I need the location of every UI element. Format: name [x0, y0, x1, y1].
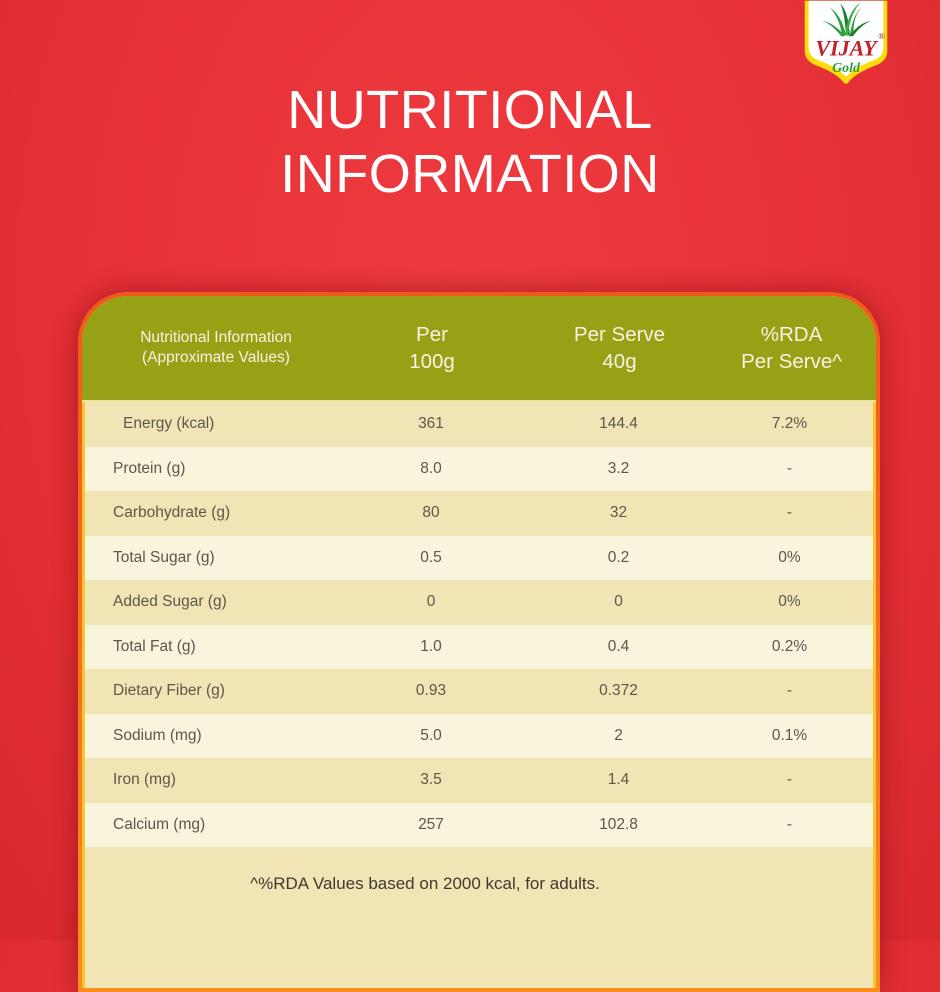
row-rda: - — [786, 815, 793, 833]
row-rda: 0.1% — [771, 726, 808, 744]
brand-shield-icon: VIJAY ® Gold — [804, 0, 888, 84]
header-col-per-serve-line2: 40g — [602, 350, 637, 373]
row-label: Total Fat (g) — [113, 637, 196, 655]
row-per-100g: 1.0 — [420, 637, 442, 655]
row-per-serve: 102.8 — [599, 815, 638, 833]
table-body: Energy (kcal) 361 144.4 7.2% Protein (g)… — [82, 402, 876, 847]
header-col-per-100g: Per 100g — [332, 321, 532, 375]
row-label: Total Sugar (g) — [113, 548, 215, 566]
header-col-info-line2: (Approximate Values) — [142, 349, 290, 366]
row-label: Protein (g) — [113, 459, 186, 477]
row-label: Iron (mg) — [113, 771, 176, 789]
row-per-serve: 0.2 — [607, 548, 630, 566]
row-per-100g: 257 — [418, 815, 444, 833]
row-label: Sodium (mg) — [113, 726, 202, 744]
table-footnote: ^%RDA Values based on 2000 kcal, for adu… — [82, 847, 876, 988]
header-col-rda: %RDA Per Serve^ — [707, 321, 876, 375]
grass-icon — [822, 2, 871, 37]
page-title-line2: INFORMATION — [280, 144, 660, 204]
table-row: Protein (g) 8.0 3.2 - — [85, 446, 873, 491]
header-col-per-100g-line2: 100g — [409, 350, 455, 373]
brand-name: VIJAY — [815, 35, 879, 60]
row-per-serve: 3.2 — [607, 459, 630, 477]
row-label: Carbohydrate (g) — [113, 504, 231, 522]
nutrition-card-inner: Nutritional Information (Approximate Val… — [82, 296, 876, 988]
row-label: Dietary Fiber (g) — [113, 682, 225, 700]
table-row: Calcium (mg) 257 102.8 - — [85, 802, 873, 847]
header-col-rda-line2: Per Serve^ — [741, 350, 842, 373]
row-rda: 7.2% — [771, 415, 808, 433]
row-rda: 0% — [778, 593, 801, 611]
row-per-100g: 5.0 — [420, 726, 442, 744]
page-title-line1: NUTRITIONAL — [287, 80, 653, 140]
row-per-100g: 0.93 — [415, 682, 447, 700]
header-col-info-line1: Nutritional Information — [140, 329, 292, 346]
table-row: Carbohydrate (g) 80 32 - — [85, 491, 873, 536]
table-row: Total Fat (g) 1.0 0.4 0.2% — [85, 624, 873, 669]
table-row: Sodium (mg) 5.0 2 0.1% — [85, 713, 873, 758]
row-per-100g: 0.5 — [420, 548, 442, 566]
table-row: Energy (kcal) 361 144.4 7.2% — [85, 402, 873, 447]
row-per-100g: 3.5 — [420, 771, 442, 789]
row-rda: - — [786, 771, 793, 789]
table-row: Iron (mg) 3.5 1.4 - — [85, 758, 873, 803]
row-per-100g: 8.0 — [420, 459, 442, 477]
row-per-100g: 361 — [418, 415, 444, 433]
header-col-info: Nutritional Information (Approximate Val… — [82, 328, 332, 368]
header-col-per-100g-line1: Per — [416, 323, 448, 346]
table-row: Total Sugar (g) 0.5 0.2 0% — [85, 535, 873, 580]
row-per-100g: 80 — [422, 504, 440, 522]
footnote-text: ^%RDA Values based on 2000 kcal, for adu… — [250, 874, 600, 893]
nutrition-card: Nutritional Information (Approximate Val… — [78, 292, 880, 992]
row-per-serve: 32 — [609, 504, 628, 522]
header-col-per-serve: Per Serve 40g — [532, 321, 707, 375]
row-rda: 0.2% — [771, 637, 808, 655]
row-rda: 0% — [778, 548, 801, 566]
row-per-100g: 0 — [426, 593, 436, 611]
table-header: Nutritional Information (Approximate Val… — [82, 296, 876, 402]
brand-logo: VIJAY ® Gold — [798, 0, 894, 86]
header-col-per-serve-line1: Per Serve — [573, 323, 666, 346]
row-label: Calcium (mg) — [113, 815, 206, 833]
table-row: Dietary Fiber (g) 0.93 0.372 - — [85, 669, 873, 714]
trademark-symbol: ® — [878, 31, 885, 41]
row-rda: - — [786, 504, 793, 522]
header-col-rda-line1: %RDA — [760, 323, 823, 346]
row-per-serve: 0 — [614, 593, 623, 611]
row-rda: - — [786, 459, 793, 477]
row-label: Energy (kcal) — [123, 415, 215, 433]
row-per-serve: 0.372 — [599, 682, 638, 700]
row-per-serve: 144.4 — [599, 415, 638, 433]
row-label: Added Sugar (g) — [113, 593, 227, 611]
table-row: Added Sugar (g) 0 0 0% — [85, 580, 873, 625]
row-per-serve: 2 — [614, 726, 623, 744]
sub-brand-name: Gold — [832, 61, 861, 76]
row-per-serve: 1.4 — [607, 771, 630, 789]
row-rda: - — [786, 682, 793, 700]
page-title: NUTRITIONAL INFORMATION — [0, 78, 940, 206]
row-per-serve: 0.4 — [607, 637, 630, 655]
